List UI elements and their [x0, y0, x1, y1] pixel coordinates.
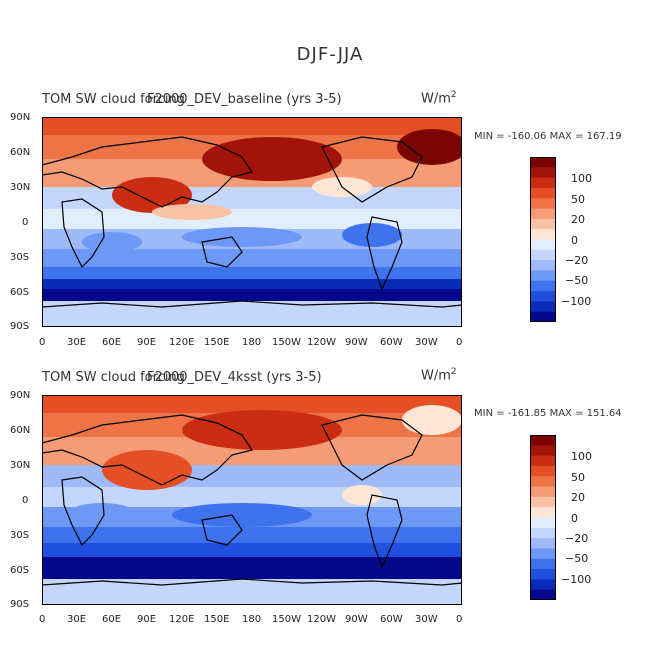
panel-2-lon-180: 180: [242, 614, 262, 625]
colorbar-swatch: [530, 538, 556, 549]
panel-1-cb-label-minus100: −100: [561, 295, 592, 308]
panel-1-cb-label-100: 100: [571, 172, 592, 185]
colorbar-swatch: [530, 579, 556, 591]
panel-2-cb-label-minus100: −100: [561, 573, 592, 586]
panel-1-title-case: F2000_DEV_baseline (yrs 3-5): [147, 92, 342, 107]
panel-1-cb-label-20: 20: [571, 213, 585, 226]
panel-1-lon-30W: 30W: [415, 337, 438, 348]
colorbar-swatch: [530, 527, 556, 539]
panel-1-lat-90N: 90N: [10, 112, 31, 123]
panel-2-lat-60S: 60S: [10, 565, 30, 576]
colorbar-swatch: [530, 548, 556, 560]
panel-1-lon-180: 180: [242, 337, 262, 348]
panel-1-lon-0-end: 0: [456, 337, 463, 348]
colorbar-swatch: [530, 280, 556, 292]
panel-2-cb-label-50: 50: [571, 471, 585, 484]
panel-2-lat-90N: 90N: [10, 390, 31, 401]
panel-2-lat-60N: 60N: [10, 425, 31, 436]
panel-1-lon-120E: 120E: [169, 337, 195, 348]
colorbar-swatch: [530, 208, 556, 220]
figure-title: DJF-JJA: [296, 44, 364, 65]
panel-1-lat-60S: 60S: [10, 287, 30, 298]
panel-2-cb-label-20: 20: [571, 491, 585, 504]
colorbar-swatch: [530, 177, 556, 189]
panel-2-cb-label-minus50: −50: [565, 552, 589, 565]
panel-1-cb-label-minus20: −20: [565, 254, 589, 267]
colorbar-swatch: [530, 569, 556, 580]
colorbar-swatch: [530, 167, 556, 179]
colorbar-swatch: [530, 486, 556, 498]
colorbar-swatch: [530, 311, 556, 322]
panel-1-cb-label-minus50: −50: [565, 274, 589, 287]
colorbar-swatch: [530, 229, 556, 240]
panel-2-lon-120E: 120E: [169, 614, 195, 625]
panel-2-lon-60E: 60E: [102, 614, 122, 625]
panel-2-colorbar: [530, 435, 556, 600]
panel-1-lon-90W: 90W: [345, 337, 368, 348]
panel-2-cb-label-100: 100: [571, 450, 592, 463]
colorbar-swatch: [530, 517, 556, 529]
panel-1-lat-30S: 30S: [10, 252, 30, 263]
panel-2-cb-label-minus20: −20: [565, 532, 589, 545]
panel-1-lat-30N: 30N: [10, 182, 31, 193]
panel-1-lon-90E: 90E: [137, 337, 157, 348]
colorbar-swatch: [530, 187, 556, 199]
panel-1-title-left: TOM SW cloud forcing: [42, 92, 185, 107]
panel-2-lon-30E: 30E: [67, 614, 87, 625]
colorbar-swatch: [530, 270, 556, 282]
colorbar-swatch: [530, 198, 556, 210]
panel-1-lon-120W: 120W: [307, 337, 336, 348]
panel-2-lat-30N: 30N: [10, 460, 31, 471]
colorbar-swatch: [530, 260, 556, 271]
panel-2-lon-90W: 90W: [345, 614, 368, 625]
panel-2-lat-0: 0: [22, 495, 29, 506]
panel-2-lon-0: 0: [39, 614, 46, 625]
panel-2-lon-120W: 120W: [307, 614, 336, 625]
colorbar-swatch: [530, 445, 556, 457]
panel-1-lat-90S: 90S: [10, 321, 30, 332]
colorbar-swatch: [530, 455, 556, 467]
panel-1-min-max: MIN = -160.06 MAX = 167.19: [474, 131, 622, 142]
panel-1-lon-0: 0: [39, 337, 46, 348]
colorbar-swatch: [530, 291, 556, 302]
colorbar-swatch: [530, 249, 556, 261]
panel-1-lon-150E: 150E: [204, 337, 230, 348]
panel-2-lon-60W: 60W: [380, 614, 403, 625]
panel-2-title-case: F2000_DEV_4ksst (yrs 3-5): [147, 370, 322, 385]
panel-1-lat-60N: 60N: [10, 147, 31, 158]
panel-2-lon-150E: 150E: [204, 614, 230, 625]
panel-2-lat-30S: 30S: [10, 530, 30, 541]
panel-1-lon-30E: 30E: [67, 337, 87, 348]
colorbar-swatch: [530, 558, 556, 570]
colorbar-swatch: [530, 218, 556, 230]
colorbar-swatch: [530, 507, 556, 518]
colorbar-swatch: [530, 239, 556, 251]
panel-1-lon-60W: 60W: [380, 337, 403, 348]
panel-2-lon-150W: 150W: [272, 614, 301, 625]
panel-2-map: [42, 395, 462, 605]
colorbar-swatch: [530, 496, 556, 508]
panel-1-lat-0: 0: [22, 217, 29, 228]
panel-1-colorbar: [530, 157, 556, 322]
colorbar-swatch: [530, 435, 556, 446]
panel-2-lon-30W: 30W: [415, 614, 438, 625]
panel-2-lon-0-end: 0: [456, 614, 463, 625]
colorbar-swatch: [530, 476, 556, 488]
panel-1-units: W/m2: [421, 90, 457, 107]
panel-2-min-max: MIN = -161.85 MAX = 151.64: [474, 408, 622, 419]
colorbar-swatch: [530, 157, 556, 168]
panel-2-lat-90S: 90S: [10, 599, 30, 610]
colorbar-swatch: [530, 589, 556, 600]
panel-1-cb-label-50: 50: [571, 193, 585, 206]
panel-2-title-left: TOM SW cloud forcing: [42, 370, 185, 385]
colorbar-swatch: [530, 465, 556, 477]
panel-2-units: W/m2: [421, 367, 457, 384]
panel-2-cb-label-0: 0: [571, 512, 578, 525]
panel-1-lon-150W: 150W: [272, 337, 301, 348]
colorbar-swatch: [530, 301, 556, 313]
panel-1-cb-label-0: 0: [571, 234, 578, 247]
panel-2-lon-90E: 90E: [137, 614, 157, 625]
panel-1-lon-60E: 60E: [102, 337, 122, 348]
panel-1-map: [42, 117, 462, 327]
